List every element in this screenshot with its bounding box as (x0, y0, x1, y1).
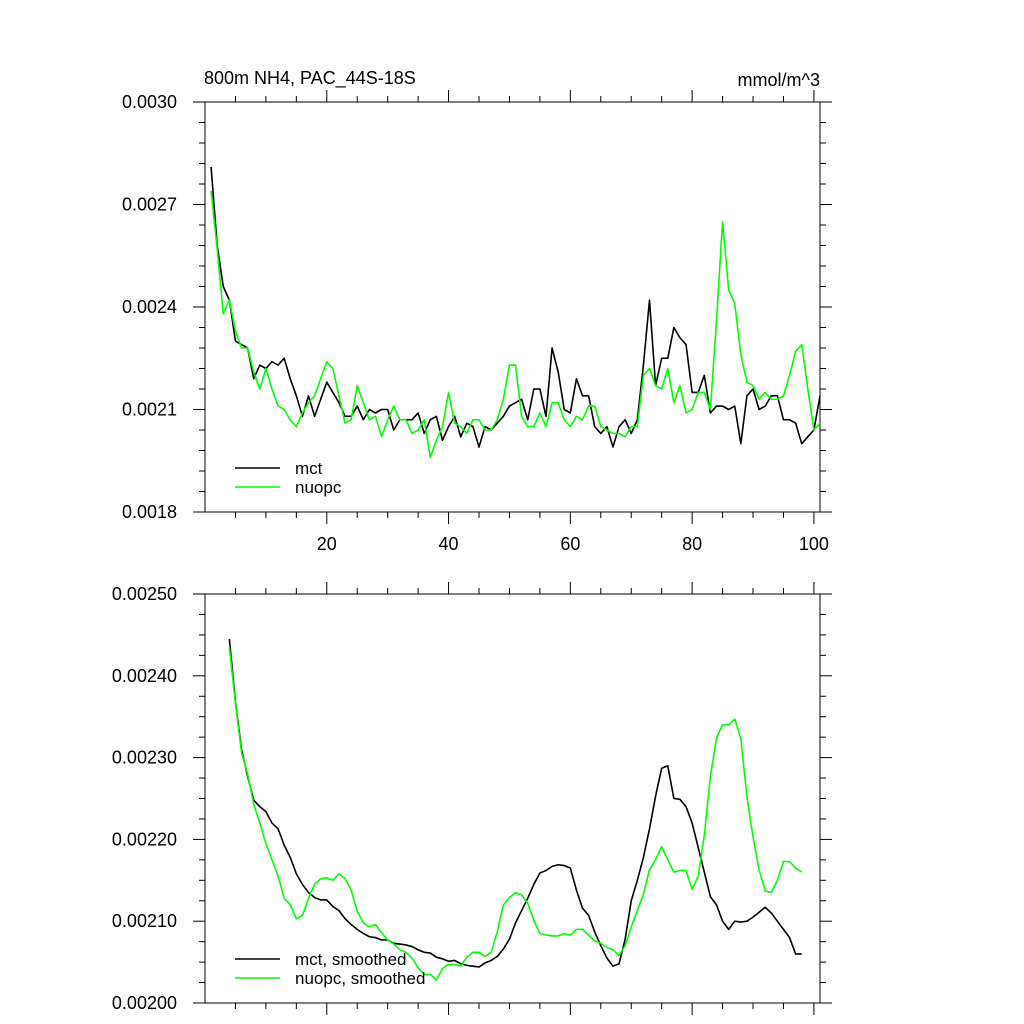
y-tick-label: 0.00250 (112, 584, 177, 604)
y-tick-label: 0.00240 (112, 666, 177, 686)
x-tick-label: 60 (560, 534, 580, 554)
x-tick-label: 40 (439, 534, 459, 554)
y-tick-label: 0.0030 (122, 92, 177, 112)
series-line-nuopc (210, 190, 821, 459)
y-tick-label: 0.0027 (122, 195, 177, 215)
chart-title: 800m NH4, PAC_44S-18S (204, 68, 416, 89)
top-chart-panel: 800m NH4, PAC_44S-18S mmol/m^3 20 40 60 80 1… (122, 68, 832, 554)
x-tick-label: 20 (317, 534, 337, 554)
series-line-mct-smoothed (228, 638, 802, 968)
bottom-chart-panel: 0.00200 0.00210 0.00220 0.00230 0.00240 0.002… (112, 582, 832, 1015)
legend-label: mct, smoothed (295, 950, 407, 969)
legend-label: nuopc, smoothed (295, 969, 425, 988)
x-tick-label: 100 (799, 534, 829, 554)
units-label: mmol/m^3 (738, 70, 820, 90)
y-tick-label: 0.00230 (112, 748, 177, 768)
y-tick-label: 0.00200 (112, 993, 177, 1013)
x-tick-label: 80 (682, 534, 702, 554)
y-tick-label: 0.0024 (122, 297, 177, 317)
legend-label: mct (295, 459, 323, 478)
y-tick-label: 0.0018 (122, 502, 177, 522)
y-tick-label: 0.00220 (112, 829, 177, 849)
legend-label: nuopc (295, 478, 342, 497)
series-line-nuopc-smoothed (228, 647, 803, 981)
plot-frame (204, 101, 821, 513)
plot-frame (204, 593, 821, 1004)
y-tick-label: 0.0021 (122, 400, 177, 420)
y-tick-label: 0.00210 (112, 911, 177, 931)
series-line-mct (210, 166, 821, 448)
